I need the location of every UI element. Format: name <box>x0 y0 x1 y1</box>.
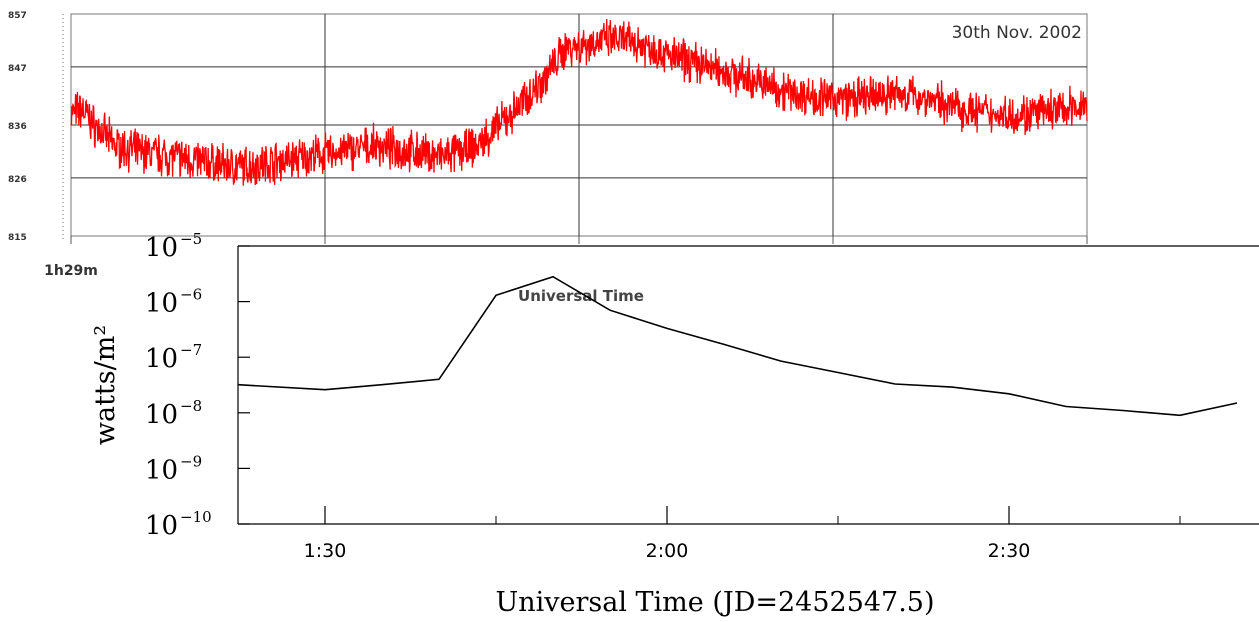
bottom-y-tick-label: 10 <box>145 289 178 319</box>
bottom-x-tick-label: 2:00 <box>646 540 689 562</box>
bottom-y-tick-label: 10 <box>145 344 178 374</box>
bottom-x-tick-label: 1:30 <box>304 540 347 562</box>
bottom-chart: Universal Time 10−510−610−710−810−910−10… <box>90 230 1259 618</box>
bottom-y-ticks: 10−510−610−710−810−910−10 <box>145 230 250 541</box>
bottom-x-ticks: 1:30 2:00 2:30 <box>304 506 1181 562</box>
top-y-tick-label: 857 <box>8 11 27 21</box>
top-y-tick-label: 815 <box>8 233 27 243</box>
bottom-y-axis-label: watts/m² <box>90 325 121 445</box>
top-chart-title: 30th Nov. 2002 <box>952 23 1082 43</box>
bottom-y-tick-label: 10 <box>145 400 178 430</box>
bottom-y-tick-label: 10 <box>145 511 178 541</box>
bottom-y-tick-exponent: −9 <box>180 452 202 470</box>
bottom-x-axis-label: Universal Time (JD=2452547.5) <box>495 587 934 618</box>
bottom-series <box>237 275 1238 417</box>
bottom-y-tick-exponent: −8 <box>180 397 202 415</box>
top-x-axis-label: Universal Time <box>518 287 644 305</box>
top-y-ticks: 815 826 836 847 857 <box>8 11 27 243</box>
top-grid <box>62 14 1087 240</box>
top-series <box>70 19 1088 186</box>
top-y-tick-label: 826 <box>8 175 27 185</box>
top-series-line <box>70 19 1088 186</box>
bottom-y-tick-label: 10 <box>145 233 178 263</box>
bottom-series-line <box>237 275 1238 417</box>
top-y-tick-label: 836 <box>8 122 27 132</box>
bottom-y-tick-label: 10 <box>145 455 178 485</box>
top-x-tick-label: 1h29m <box>44 263 98 279</box>
bottom-y-tick-exponent: −10 <box>180 508 212 526</box>
top-y-tick-label: 847 <box>8 64 27 74</box>
bottom-y-tick-exponent: −5 <box>180 230 202 248</box>
bottom-y-tick-exponent: −6 <box>180 286 202 304</box>
bottom-x-tick-label: 2:30 <box>988 540 1031 562</box>
bottom-plot-background <box>238 246 1259 524</box>
bottom-y-tick-exponent: −7 <box>180 341 202 359</box>
